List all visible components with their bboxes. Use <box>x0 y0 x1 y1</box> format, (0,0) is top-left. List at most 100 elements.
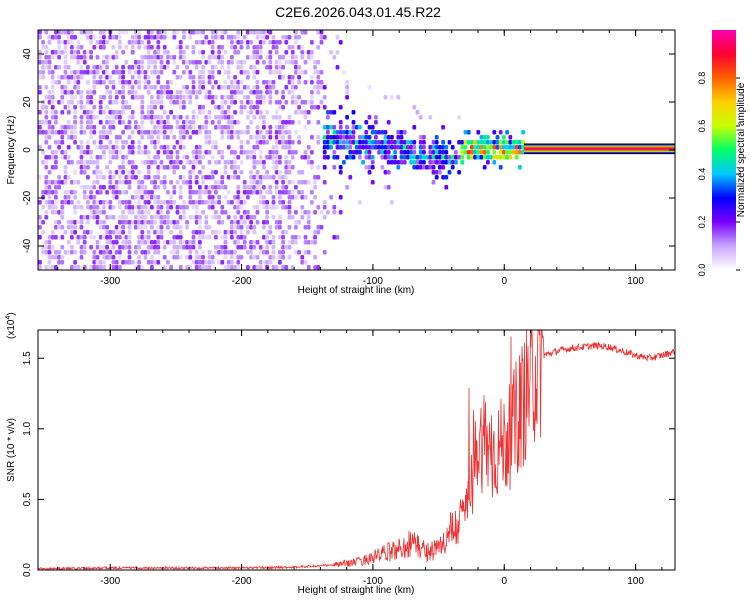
spectrogram-cell <box>230 260 234 265</box>
spectrogram-cell <box>249 40 253 45</box>
spectrogram-cell <box>262 30 266 35</box>
spectrogram-cell <box>297 120 301 125</box>
spectrogram-cell <box>140 125 145 130</box>
spectrogram-cell <box>322 145 327 150</box>
spectrogram-cell <box>137 210 141 215</box>
spectrogram-cell <box>271 165 276 170</box>
spectrogram-cell <box>220 205 225 210</box>
spectrogram-cell <box>278 40 282 45</box>
spectrogram-cell <box>114 155 119 160</box>
spectrogram-cell <box>102 60 106 65</box>
spectrogram-cell <box>57 255 61 260</box>
spectrogram-cell <box>70 30 74 35</box>
spectrogram-cell <box>278 125 282 130</box>
spectrogram-cell <box>73 140 77 145</box>
spectrogram-cell <box>95 180 100 185</box>
spectrogram-cell <box>172 170 177 175</box>
spectrogram-cell <box>140 250 145 255</box>
spectrogram-cell <box>198 230 202 235</box>
spectrogram-cell <box>239 100 244 105</box>
spectrogram-cell <box>185 95 189 100</box>
spectrogram-cell <box>86 205 90 210</box>
spectrogram-cell <box>124 100 129 105</box>
spectrogram-cell <box>137 30 141 35</box>
spectrogram-cell <box>284 40 289 45</box>
spectrogram-cell <box>124 180 129 185</box>
spectrogram-cell <box>201 255 205 260</box>
spectrogram-cell <box>63 170 68 175</box>
spectrogram-cell <box>146 195 151 200</box>
spectrogram-cell <box>153 250 157 255</box>
spectrogram-cell <box>287 170 292 175</box>
spectrogram-cell <box>66 125 71 130</box>
spectrogram-cell <box>70 90 74 95</box>
spectrogram-cell <box>335 135 340 140</box>
spectrogram-cell <box>47 240 52 245</box>
spectrogram-cell <box>156 195 161 200</box>
spectrogram-cell <box>396 145 401 150</box>
spectrogram-cell <box>383 145 388 150</box>
spectrogram-cell <box>73 125 77 130</box>
spectrogram-cell <box>137 85 141 90</box>
spectrogram-cell <box>220 175 225 180</box>
spectrogram-cell <box>399 150 404 155</box>
colorbar-tick-label: 0.4 <box>697 168 707 181</box>
spectrogram-cell <box>92 80 97 85</box>
spectrogram-cell <box>258 160 263 165</box>
spectrogram-cell <box>306 220 311 225</box>
spectrogram-cell <box>66 135 71 140</box>
spectrogram-cell <box>63 175 68 180</box>
spectrogram-cell <box>434 135 439 140</box>
spectrogram-cell <box>290 60 295 65</box>
spectrogram-cell <box>44 200 49 205</box>
spectrogram-cell <box>258 185 263 190</box>
spectrogram-cell <box>268 190 273 195</box>
spectrogram-cell <box>188 90 193 95</box>
spectrogram-cell <box>76 80 81 85</box>
spectrogram-cell <box>207 135 212 140</box>
spectrogram-cell <box>44 190 49 195</box>
spectrogram-cell <box>230 175 234 180</box>
spectrogram-cell <box>102 70 106 75</box>
spectrogram-cell <box>284 165 289 170</box>
spectrogram-cell <box>82 110 87 115</box>
spectrogram-cell <box>274 45 279 50</box>
spectrogram-cell <box>47 35 52 40</box>
spectrogram-cell <box>198 260 202 265</box>
spectrogram-cell <box>153 200 157 205</box>
spectrogram-cell <box>50 230 55 235</box>
spectrogram-cell <box>118 35 122 40</box>
spectrogram-cell <box>38 215 42 220</box>
spectrogram-cell <box>130 210 135 215</box>
spectrogram-cell <box>246 40 250 45</box>
spectrogram-cell <box>54 205 58 210</box>
spectrogram-cell <box>252 55 257 60</box>
spectrogram-cell <box>316 265 321 270</box>
spectrogram-cell <box>249 175 253 180</box>
spectrogram-cell <box>82 160 87 165</box>
spectrogram-cell <box>386 170 391 175</box>
spectrogram-cell <box>159 200 164 205</box>
spectrogram-cell <box>278 255 282 260</box>
spectrogram-cell <box>172 95 177 100</box>
spectrogram-cell <box>198 125 202 130</box>
spectrogram-cell <box>252 105 257 110</box>
spectrogram-cell <box>111 120 116 125</box>
spectrogram-cell <box>178 145 183 150</box>
spectrogram-cell <box>495 155 500 160</box>
spectrogram-cell <box>492 160 497 165</box>
spectrogram-cell <box>150 190 154 195</box>
spectrogram-cell <box>303 150 308 155</box>
spectrogram-cell <box>271 80 276 85</box>
spectrogram-cell <box>63 190 68 195</box>
spectrogram-cell <box>492 150 497 155</box>
spectrogram-cell <box>63 60 68 65</box>
spectrogram-cell <box>178 190 183 195</box>
spectrogram-cell <box>255 110 260 115</box>
spectrogram-cell <box>271 175 276 180</box>
spectrogram-cell <box>47 125 52 130</box>
y-tick-label: -40 <box>22 238 33 253</box>
spectrogram-cell <box>252 190 257 195</box>
spectrogram-cell <box>246 230 250 235</box>
spectrogram-cell <box>66 40 71 45</box>
